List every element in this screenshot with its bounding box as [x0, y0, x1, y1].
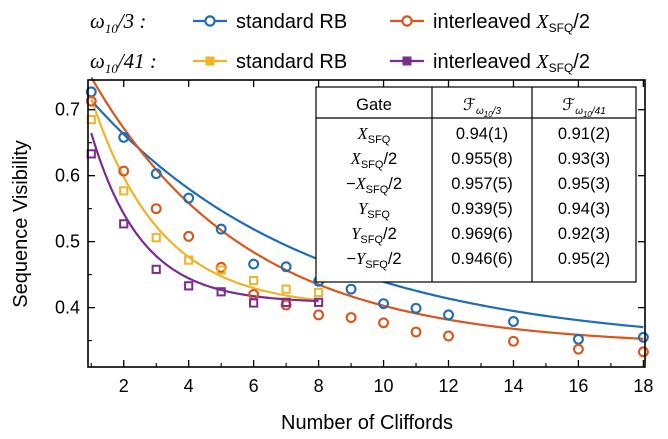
table-cell: 0.957(5)	[451, 175, 512, 193]
legend-group-2-label: ω10/41 :	[90, 49, 157, 76]
table-frame	[315, 86, 637, 283]
data-point-series-1	[637, 331, 649, 343]
data-point-series-4	[184, 281, 194, 291]
data-point-series-1	[572, 333, 584, 345]
data-point-series-4	[313, 297, 324, 307]
x-tick-label: 10	[374, 376, 394, 396]
data-point-series-3	[119, 186, 129, 196]
table-cell: 0.94(1)	[456, 125, 508, 143]
data-point-series-1	[443, 309, 454, 321]
x-tick-label: 12	[438, 376, 458, 396]
data-point-series-2	[183, 230, 195, 242]
legend-entry-std-rb-w41: standard RB	[193, 51, 347, 73]
data-point-series-4	[119, 219, 129, 229]
legend-label-int-w3: interleaved XSFQ/2	[433, 11, 590, 35]
data-point-series-2	[378, 317, 390, 329]
legend: ω10/3 : ω10/41 : standard RB interleaved…	[90, 9, 590, 76]
plot-frame	[87, 79, 646, 368]
data-point-series-2	[443, 330, 454, 342]
data-point-series-4	[249, 298, 259, 308]
data-point-series-1	[508, 316, 519, 327]
data-point-series-2	[508, 335, 519, 347]
y-axis-label: Sequence Visibility	[10, 140, 32, 308]
data-point-series-2	[637, 346, 649, 358]
table-gate-y: YSFQ	[358, 199, 390, 221]
table-cell: 0.95(2)	[558, 250, 610, 268]
legend-marker-circle-orange	[401, 15, 413, 27]
data-point-series-2	[410, 326, 422, 338]
data-point-series-2	[85, 95, 97, 107]
legend-entry-int-w41: interleaved XSFQ/2	[390, 51, 590, 75]
data-point-series-2	[118, 165, 130, 177]
y-tick-label: 0.7	[55, 100, 80, 120]
y-tick-label: 0.5	[55, 232, 80, 252]
data-point-series-1	[248, 258, 260, 270]
legend-label-std-rb-w3: standard RB	[236, 11, 347, 33]
data-point-series-1	[345, 283, 357, 295]
table-gate-x: XSFQ	[357, 124, 391, 146]
y-tick-label: 0.4	[55, 298, 80, 318]
table-header-gate: Gate	[356, 96, 392, 114]
y-tick-label: 0.6	[55, 166, 80, 186]
x-tick-label: 16	[568, 376, 588, 396]
x-tick-label: 8	[314, 376, 324, 396]
x-tick-label: 14	[503, 376, 523, 396]
legend-label-int-w41: interleaved XSFQ/2	[433, 51, 590, 75]
table-cell: 0.91(2)	[558, 125, 610, 143]
legend-entry-int-w3: interleaved XSFQ/2	[390, 11, 590, 35]
legend-entry-std-rb-w3: standard RB	[193, 11, 347, 33]
data-point-series-4	[216, 287, 226, 297]
data-point-series-1	[378, 298, 390, 310]
table-cell: 0.939(5)	[451, 200, 512, 218]
data-point-series-1	[118, 131, 130, 143]
data-point-series-1	[215, 223, 227, 235]
x-tick-label: 2	[119, 376, 129, 396]
table-cell: 0.93(3)	[558, 150, 610, 168]
table-cell: 0.95(3)	[558, 175, 610, 193]
data-point-series-3	[281, 284, 291, 294]
table-cell: 0.955(8)	[451, 150, 512, 168]
x-axis-label: Number of Cliffords	[281, 412, 453, 434]
data-points	[85, 86, 649, 358]
x-tick-label: 18	[633, 376, 653, 396]
table-gate-minus-y-half: −YSFQ/2	[346, 249, 401, 271]
data-point-series-3	[216, 265, 226, 275]
table-cell: 0.92(3)	[558, 225, 610, 243]
table-gate-minus-x-half: −XSFQ/2	[346, 174, 402, 196]
fidelity-table: Gate ℱω10/3 ℱω10/41 XSFQ XSFQ/2 −XSFQ/2 …	[315, 86, 637, 283]
data-point-series-3	[249, 275, 259, 286]
data-point-series-3	[313, 287, 324, 298]
data-point-series-1	[183, 192, 195, 204]
fit-curve-series-3	[90, 97, 319, 302]
x-tick-label: 6	[249, 376, 259, 396]
data-point-series-3	[151, 233, 161, 243]
legend-label-std-rb-w41: standard RB	[236, 51, 347, 73]
data-point-series-4	[281, 297, 291, 307]
data-point-series-2	[313, 309, 325, 321]
data-point-series-1	[410, 302, 422, 314]
legend-marker-square-purple	[402, 56, 412, 66]
legend-marker-square-yellow	[205, 56, 215, 66]
x-tick-label: 4	[184, 376, 194, 396]
table-cell: 0.969(6)	[451, 225, 512, 243]
data-point-series-4	[151, 264, 161, 274]
data-point-series-1	[280, 261, 292, 273]
axis-ticks: 2 4 6 8 10 12 14 16 18 0.4 0.5 0.6 0.7	[55, 80, 653, 396]
legend-group-1-label: ω10/3 :	[90, 9, 146, 36]
fit-curve-series-4	[90, 132, 319, 303]
data-point-series-2	[248, 288, 260, 300]
data-point-series-2	[345, 312, 357, 323]
table-cell: 0.94(3)	[558, 200, 610, 218]
data-point-series-2	[572, 343, 584, 355]
data-point-series-1	[150, 168, 162, 180]
legend-marker-circle-blue	[204, 15, 216, 27]
data-point-series-3	[184, 255, 194, 265]
table-gate-x-half: XSFQ/2	[350, 149, 397, 171]
table-gate-y-half: YSFQ/2	[351, 224, 397, 246]
data-point-series-2	[150, 203, 162, 215]
table-cell: 0.946(6)	[451, 250, 512, 268]
